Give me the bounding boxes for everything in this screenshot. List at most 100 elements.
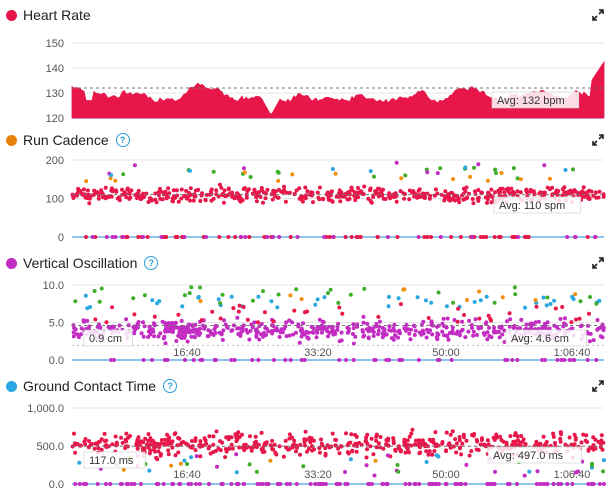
data-point (560, 193, 565, 198)
data-point (498, 434, 503, 439)
data-point (451, 300, 456, 305)
data-point (179, 336, 184, 341)
data-point (547, 176, 552, 181)
data-point (588, 295, 592, 299)
data-point (368, 199, 373, 203)
data-point (307, 435, 312, 440)
data-point (475, 333, 479, 337)
data-point (405, 438, 410, 443)
data-point (376, 194, 381, 199)
heart-rate-legend-dot (6, 9, 17, 21)
data-point (535, 441, 540, 446)
data-point (438, 166, 443, 171)
data-point (75, 332, 80, 337)
data-point (226, 235, 231, 239)
data-point (448, 432, 453, 437)
data-point (171, 188, 176, 193)
help-icon[interactable]: ? (163, 379, 178, 393)
data-point (77, 482, 82, 486)
data-point (250, 358, 255, 362)
vertical-oscillation-legend-dot (6, 257, 17, 269)
data-point (522, 473, 527, 478)
data-point (247, 235, 252, 239)
expand-icon[interactable] (592, 257, 604, 269)
data-point (423, 441, 428, 446)
data-point (396, 296, 401, 301)
data-point (155, 482, 160, 486)
data-point (256, 358, 261, 362)
data-point (185, 339, 190, 344)
data-point (489, 200, 494, 205)
expand-icon[interactable] (592, 380, 604, 392)
data-point (236, 196, 241, 201)
data-point (376, 441, 381, 446)
data-point (310, 448, 315, 453)
data-point (135, 196, 139, 201)
data-point (434, 453, 439, 458)
data-point (398, 189, 403, 194)
y-tick-label: 120 (46, 113, 64, 123)
data-point (73, 441, 77, 446)
data-point (259, 188, 264, 193)
data-point (349, 235, 354, 239)
data-point (252, 187, 257, 192)
data-point (198, 299, 203, 304)
data-point (368, 188, 372, 193)
data-point (506, 482, 511, 486)
y-tick-label: 500.0 (36, 441, 64, 453)
data-point (512, 285, 517, 290)
data-point (123, 437, 128, 442)
data-point (281, 190, 286, 195)
data-point (515, 358, 520, 362)
data-point (117, 323, 122, 328)
data-point (297, 340, 302, 345)
data-point (560, 305, 565, 309)
data-point (236, 482, 241, 486)
data-point (154, 200, 159, 205)
data-point (541, 295, 546, 300)
data-point (472, 300, 477, 304)
data-point (287, 190, 292, 195)
data-point (161, 191, 166, 195)
data-point (302, 358, 307, 362)
data-point (129, 188, 134, 193)
data-point (420, 438, 425, 443)
data-point (287, 333, 292, 338)
data-point (381, 187, 385, 192)
data-point (565, 235, 570, 239)
data-point (417, 438, 422, 443)
data-point (457, 446, 462, 451)
data-point (305, 449, 309, 454)
data-point (244, 195, 249, 200)
data-point (230, 446, 235, 451)
data-point (315, 190, 320, 195)
data-point (507, 311, 512, 316)
data-point (231, 323, 236, 328)
data-point (124, 235, 129, 239)
data-point (407, 188, 412, 193)
data-point (207, 482, 212, 486)
data-point (299, 297, 304, 302)
data-point (112, 358, 116, 362)
data-point (465, 195, 470, 200)
expand-icon[interactable] (592, 134, 604, 146)
data-point (499, 438, 504, 443)
data-point (271, 447, 276, 452)
data-point (152, 314, 157, 319)
expand-icon[interactable] (592, 9, 604, 21)
data-point (102, 431, 107, 436)
data-point (404, 445, 409, 450)
data-point (76, 335, 81, 340)
data-point (259, 430, 264, 435)
data-point (263, 441, 268, 446)
data-point (241, 482, 246, 486)
data-point (193, 436, 198, 441)
data-point (407, 450, 411, 455)
data-point (124, 317, 129, 322)
run-cadence-panel: Run Cadence ? 200100016:4033:2050:001:06… (0, 130, 612, 248)
data-point (538, 482, 543, 486)
help-icon[interactable]: ? (115, 133, 130, 147)
data-point (485, 337, 490, 342)
data-point (430, 332, 435, 337)
help-icon[interactable]: ? (144, 256, 159, 270)
